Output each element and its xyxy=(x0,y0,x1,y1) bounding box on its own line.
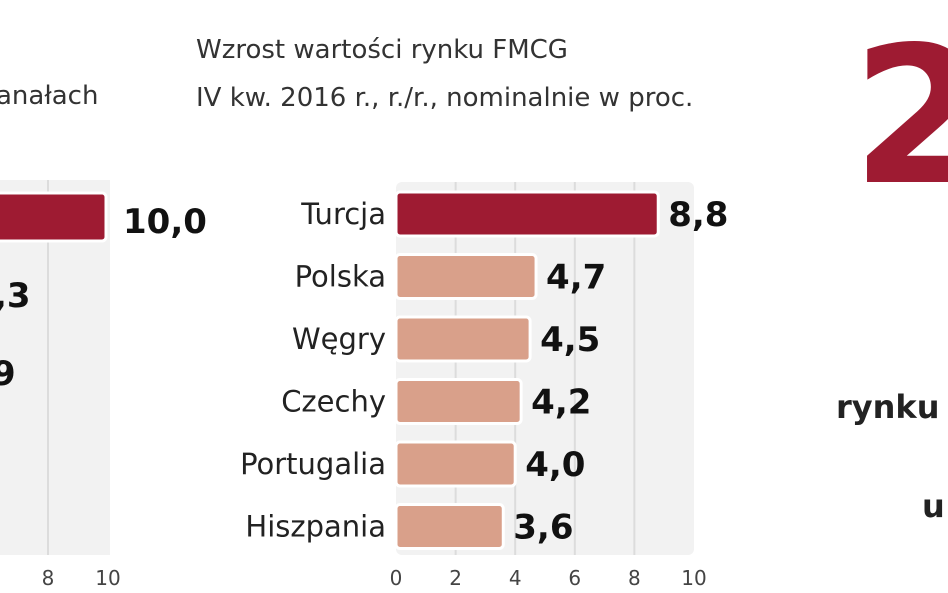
side-text-2: u xyxy=(922,487,945,525)
x-axis-ticks: 0 2 4 6 8 10 xyxy=(390,566,707,590)
category-label-1: Polska xyxy=(295,260,386,294)
bar-4 xyxy=(394,440,517,488)
bar-1 xyxy=(394,253,538,300)
side-text-1: rynku xyxy=(836,388,939,426)
category-label-3: Czechy xyxy=(281,385,386,419)
left-highlight-bar xyxy=(0,191,108,243)
bar-3 xyxy=(394,378,523,425)
value-label-3: 4,2 xyxy=(531,383,591,423)
left-tick-label-8: 8 xyxy=(42,566,55,590)
x-tick-label-0: 0 xyxy=(390,566,403,590)
x-tick-label-2: 2 xyxy=(449,566,462,590)
right-fragment: 2 rynku u xyxy=(836,6,948,525)
category-labels: Turcja Polska Węgry Czechy Portugalia Hiszpan… xyxy=(240,197,386,544)
category-label-0: Turcja xyxy=(300,197,386,231)
value-labels: 8,8 4,7 4,5 4,2 4,0 3,6 xyxy=(513,195,728,548)
bars xyxy=(394,190,660,550)
left-value-label-3: 9 xyxy=(0,354,16,394)
chart-subtitle: IV kw. 2016 r., r./r., nominalnie w proc… xyxy=(196,83,693,113)
left-value-label-2: ,3 xyxy=(0,276,31,316)
category-label-4: Portugalia xyxy=(240,447,386,481)
x-tick-label-6: 6 xyxy=(568,566,581,590)
gridlines xyxy=(454,182,636,555)
value-label-5: 3,6 xyxy=(513,508,573,548)
left-chart-title-fragment: anałach xyxy=(0,81,98,111)
left-chart-fragment: anałach 10,0 ,3 9 8 10 xyxy=(0,81,207,590)
bar-0 xyxy=(394,190,660,238)
x-tick-label-10: 10 xyxy=(681,566,706,590)
big-digit: 2 xyxy=(852,6,948,227)
bar-5 xyxy=(394,503,505,550)
fmcg-growth-chart: Wzrost wartości rynku FMCG IV kw. 2016 r… xyxy=(196,35,728,590)
value-label-4: 4,0 xyxy=(525,445,585,485)
x-tick-label-8: 8 xyxy=(628,566,641,590)
bar-2 xyxy=(394,315,532,363)
category-label-5: Hiszpania xyxy=(245,510,386,544)
value-label-1: 4,7 xyxy=(546,258,606,298)
left-value-label-1: 10,0 xyxy=(123,202,207,242)
x-tick-label-4: 4 xyxy=(509,566,522,590)
category-label-2: Węgry xyxy=(292,322,386,356)
value-label-2: 4,5 xyxy=(540,320,600,360)
plot-background xyxy=(396,182,694,555)
chart-title: Wzrost wartości rynku FMCG xyxy=(196,35,568,65)
left-tick-label-10: 10 xyxy=(95,566,120,590)
value-label-0: 8,8 xyxy=(668,195,728,235)
